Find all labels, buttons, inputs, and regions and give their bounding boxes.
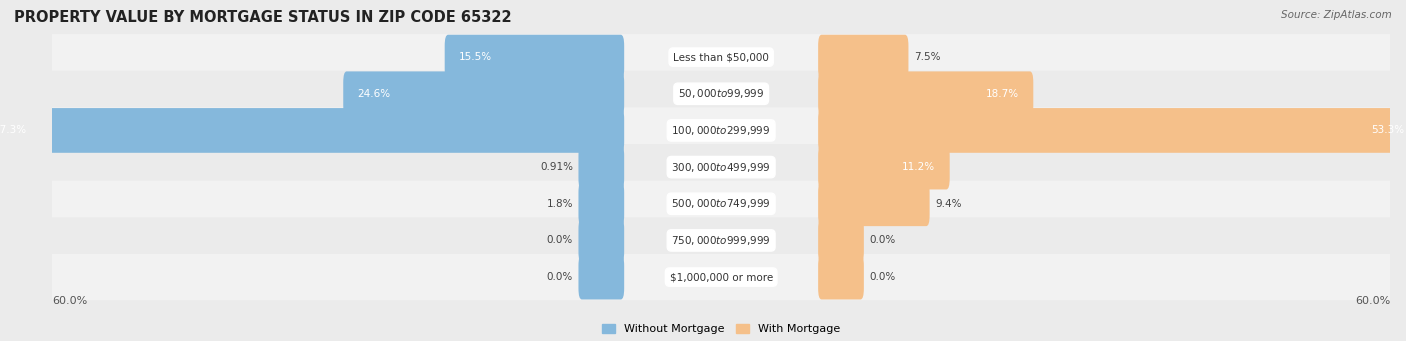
Legend: Without Mortgage, With Mortgage: Without Mortgage, With Mortgage	[598, 320, 845, 339]
Text: 7.5%: 7.5%	[914, 52, 941, 62]
FancyBboxPatch shape	[578, 255, 624, 299]
Text: 0.0%: 0.0%	[869, 235, 896, 246]
Text: 0.91%: 0.91%	[540, 162, 572, 172]
Text: $100,000 to $299,999: $100,000 to $299,999	[672, 124, 770, 137]
FancyBboxPatch shape	[343, 71, 624, 116]
Text: 60.0%: 60.0%	[52, 296, 87, 307]
Text: 57.3%: 57.3%	[0, 125, 27, 135]
FancyBboxPatch shape	[45, 144, 1398, 190]
FancyBboxPatch shape	[45, 217, 1398, 264]
FancyBboxPatch shape	[818, 35, 908, 79]
Text: $750,000 to $999,999: $750,000 to $999,999	[672, 234, 770, 247]
FancyBboxPatch shape	[578, 145, 624, 190]
FancyBboxPatch shape	[444, 35, 624, 79]
Text: 0.0%: 0.0%	[547, 272, 572, 282]
Text: 0.0%: 0.0%	[869, 272, 896, 282]
FancyBboxPatch shape	[818, 108, 1406, 153]
Text: 11.2%: 11.2%	[903, 162, 935, 172]
FancyBboxPatch shape	[818, 218, 863, 263]
Text: $1,000,000 or more: $1,000,000 or more	[669, 272, 773, 282]
FancyBboxPatch shape	[818, 145, 949, 190]
Text: $500,000 to $749,999: $500,000 to $749,999	[672, 197, 770, 210]
FancyBboxPatch shape	[578, 218, 624, 263]
Text: $300,000 to $499,999: $300,000 to $499,999	[672, 161, 770, 174]
Text: 9.4%: 9.4%	[935, 199, 962, 209]
FancyBboxPatch shape	[45, 71, 1398, 117]
FancyBboxPatch shape	[818, 181, 929, 226]
Text: $50,000 to $99,999: $50,000 to $99,999	[678, 87, 765, 100]
FancyBboxPatch shape	[45, 107, 1398, 153]
Text: 1.8%: 1.8%	[547, 199, 572, 209]
FancyBboxPatch shape	[818, 255, 863, 299]
Text: 15.5%: 15.5%	[460, 52, 492, 62]
Text: Source: ZipAtlas.com: Source: ZipAtlas.com	[1281, 10, 1392, 20]
FancyBboxPatch shape	[578, 181, 624, 226]
Text: 53.3%: 53.3%	[1371, 125, 1405, 135]
FancyBboxPatch shape	[45, 34, 1398, 80]
Text: 60.0%: 60.0%	[1355, 296, 1391, 307]
Text: 18.7%: 18.7%	[986, 89, 1019, 99]
FancyBboxPatch shape	[45, 254, 1398, 300]
FancyBboxPatch shape	[0, 108, 624, 153]
FancyBboxPatch shape	[818, 71, 1033, 116]
Text: PROPERTY VALUE BY MORTGAGE STATUS IN ZIP CODE 65322: PROPERTY VALUE BY MORTGAGE STATUS IN ZIP…	[14, 10, 512, 25]
FancyBboxPatch shape	[45, 181, 1398, 227]
Text: 24.6%: 24.6%	[357, 89, 391, 99]
Text: Less than $50,000: Less than $50,000	[673, 52, 769, 62]
Text: 0.0%: 0.0%	[547, 235, 572, 246]
